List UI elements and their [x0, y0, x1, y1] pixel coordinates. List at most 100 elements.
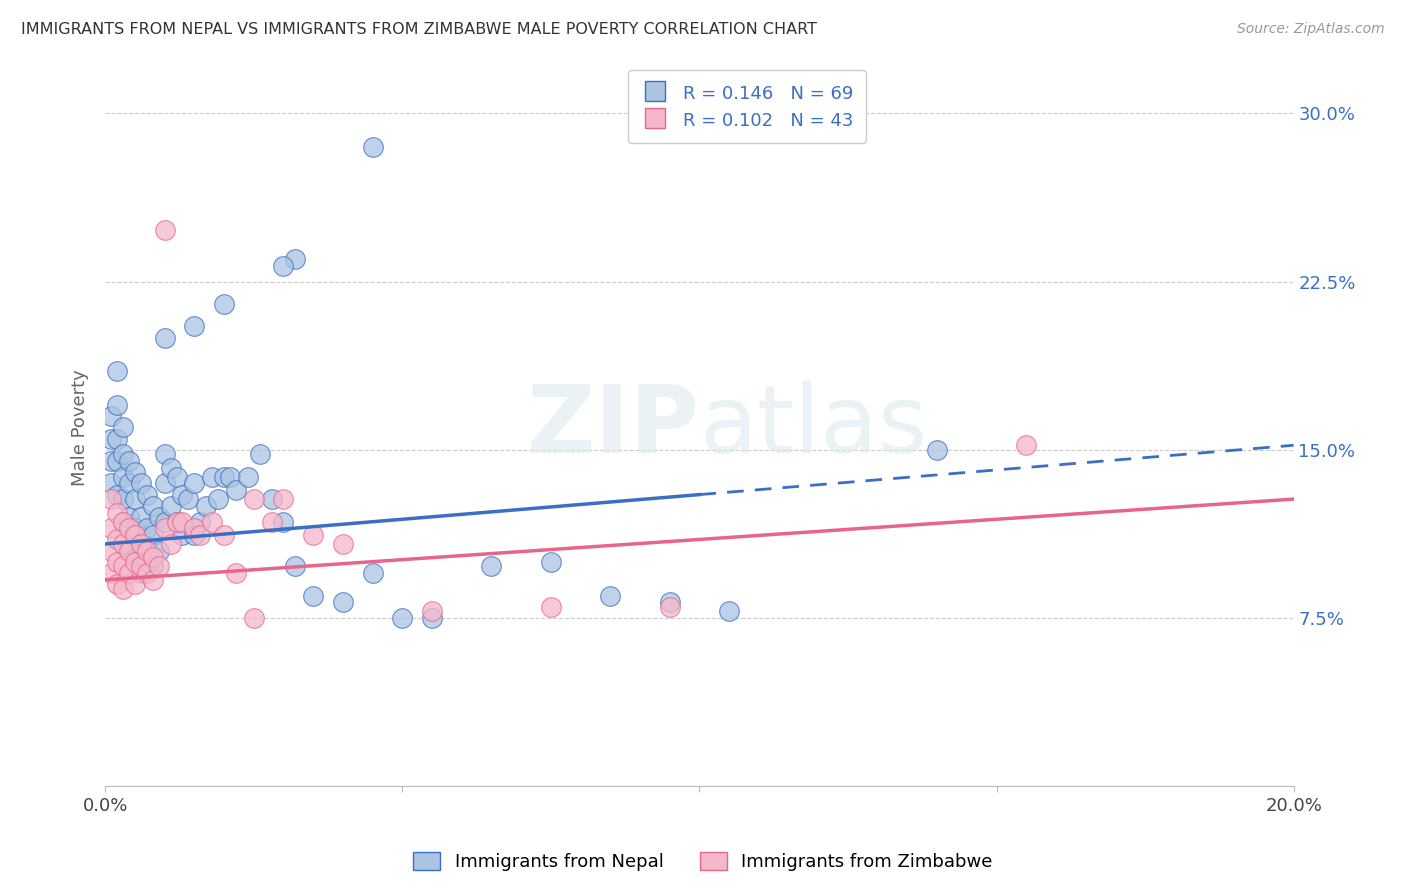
Point — [129, 537, 152, 551]
Point — [166, 515, 188, 529]
Text: atlas: atlas — [699, 382, 928, 474]
Point — [188, 515, 211, 529]
Point — [100, 409, 122, 424]
Point — [153, 447, 176, 461]
Point — [118, 543, 141, 558]
Point — [332, 595, 354, 609]
Point — [599, 589, 621, 603]
Point — [159, 537, 181, 551]
Point — [260, 492, 283, 507]
Point — [124, 492, 146, 507]
Point — [540, 599, 562, 614]
Point — [207, 492, 229, 507]
Point — [159, 460, 181, 475]
Point — [540, 555, 562, 569]
Point — [172, 487, 194, 501]
Point — [391, 611, 413, 625]
Legend: Immigrants from Nepal, Immigrants from Zimbabwe: Immigrants from Nepal, Immigrants from Z… — [406, 845, 1000, 879]
Point — [159, 499, 181, 513]
Point — [100, 521, 122, 535]
Point — [153, 223, 176, 237]
Point — [142, 499, 165, 513]
Point — [112, 469, 135, 483]
Point — [112, 515, 135, 529]
Point — [135, 555, 157, 569]
Point — [148, 510, 170, 524]
Point — [284, 559, 307, 574]
Point — [118, 510, 141, 524]
Point — [112, 515, 135, 529]
Point — [148, 543, 170, 558]
Point — [135, 521, 157, 535]
Point — [273, 492, 295, 507]
Point — [112, 582, 135, 596]
Point — [166, 515, 188, 529]
Point — [124, 555, 146, 569]
Point — [260, 515, 283, 529]
Point — [153, 331, 176, 345]
Point — [177, 492, 200, 507]
Text: ZIP: ZIP — [526, 382, 699, 474]
Point — [361, 140, 384, 154]
Point — [142, 573, 165, 587]
Point — [105, 487, 128, 501]
Point — [100, 432, 122, 446]
Point — [201, 469, 224, 483]
Point — [361, 566, 384, 580]
Point — [166, 469, 188, 483]
Point — [142, 550, 165, 565]
Point — [100, 492, 122, 507]
Point — [105, 432, 128, 446]
Point — [100, 543, 122, 558]
Point — [129, 510, 152, 524]
Text: IMMIGRANTS FROM NEPAL VS IMMIGRANTS FROM ZIMBABWE MALE POVERTY CORRELATION CHART: IMMIGRANTS FROM NEPAL VS IMMIGRANTS FROM… — [21, 22, 817, 37]
Point — [124, 577, 146, 591]
Point — [105, 454, 128, 468]
Point — [332, 537, 354, 551]
Point — [242, 611, 264, 625]
Point — [105, 364, 128, 378]
Point — [129, 537, 152, 551]
Point — [249, 447, 271, 461]
Point — [118, 476, 141, 491]
Point — [124, 550, 146, 565]
Point — [135, 487, 157, 501]
Point — [118, 521, 141, 535]
Point — [273, 259, 295, 273]
Point — [118, 454, 141, 468]
Point — [153, 476, 176, 491]
Point — [112, 420, 135, 434]
Point — [225, 483, 247, 497]
Point — [172, 528, 194, 542]
Point — [302, 528, 325, 542]
Legend: R = 0.146   N = 69, R = 0.102   N = 43: R = 0.146 N = 69, R = 0.102 N = 43 — [628, 70, 866, 143]
Point — [172, 515, 194, 529]
Point — [212, 528, 235, 542]
Point — [118, 566, 141, 580]
Point — [183, 319, 205, 334]
Point — [284, 252, 307, 267]
Point — [236, 469, 259, 483]
Point — [142, 528, 165, 542]
Point — [188, 528, 211, 542]
Point — [105, 555, 128, 569]
Point — [100, 566, 122, 580]
Point — [142, 559, 165, 574]
Point — [925, 442, 948, 457]
Point — [153, 515, 176, 529]
Point — [273, 515, 295, 529]
Point — [105, 398, 128, 412]
Point — [718, 604, 741, 618]
Point — [658, 595, 681, 609]
Point — [100, 454, 122, 468]
Point — [112, 559, 135, 574]
Point — [1015, 438, 1038, 452]
Point — [129, 566, 152, 580]
Point — [135, 566, 157, 580]
Point — [212, 469, 235, 483]
Point — [420, 604, 443, 618]
Point — [112, 447, 135, 461]
Point — [124, 521, 146, 535]
Point — [225, 566, 247, 580]
Point — [129, 559, 152, 574]
